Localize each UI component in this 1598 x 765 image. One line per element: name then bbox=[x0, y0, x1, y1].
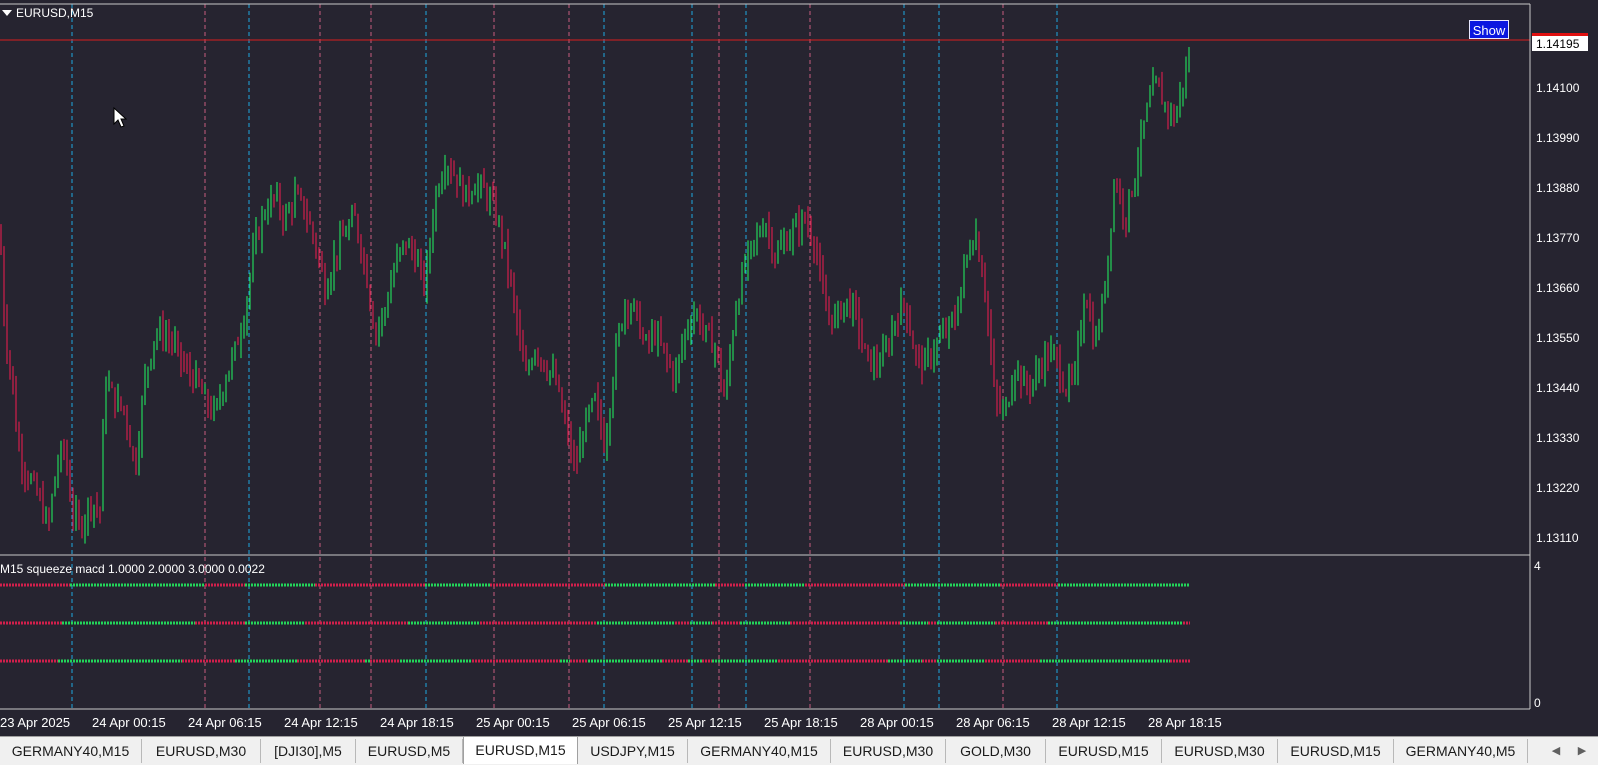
time-tick: 28 Apr 18:15 bbox=[1148, 715, 1222, 730]
tab-eurusd-m15[interactable]: EURUSD,M15 bbox=[1046, 739, 1162, 763]
time-tick: 24 Apr 12:15 bbox=[284, 715, 358, 730]
time-tick: 24 Apr 00:15 bbox=[92, 715, 166, 730]
tab-eurusd-m5[interactable]: EURUSD,M5 bbox=[356, 739, 463, 763]
tab-dji30-m5[interactable]: [DJI30],M5 bbox=[261, 739, 356, 763]
tab-gold-m30[interactable]: GOLD,M30 bbox=[946, 739, 1046, 763]
period-separators bbox=[71, 4, 1058, 709]
tab-eurusd-m30[interactable]: EURUSD,M30 bbox=[142, 739, 261, 763]
tab-germany40-m15[interactable]: GERMANY40,M15 bbox=[0, 739, 142, 763]
tab-germany40-m15[interactable]: GERMANY40,M15 bbox=[688, 739, 831, 763]
time-tick: 23 Apr 2025 bbox=[0, 715, 70, 730]
show-button[interactable]: Show bbox=[1469, 20, 1509, 39]
current-price-label: 1.14195 bbox=[1536, 37, 1580, 51]
tab-scroll-left-icon[interactable]: ◀ bbox=[1551, 745, 1561, 757]
squeeze-macd-series bbox=[0, 583, 1190, 663]
price-tick: 1.13660 bbox=[1536, 281, 1580, 295]
time-tick: 25 Apr 12:15 bbox=[668, 715, 742, 730]
price-tick: 1.13880 bbox=[1536, 181, 1580, 195]
price-tick: 1.13110 bbox=[1536, 531, 1579, 545]
tab-eurusd-m15-active[interactable]: EURUSD,M15 bbox=[463, 736, 578, 764]
tab-eurusd-m30[interactable]: EURUSD,M30 bbox=[1162, 739, 1278, 763]
tab-eurusd-m15[interactable]: EURUSD,M15 bbox=[1278, 739, 1394, 763]
indicator-scale-top: 4 bbox=[1534, 559, 1541, 573]
indicator-title: M15 squeeze macd 1.0000 2.0000 3.0000 0.… bbox=[0, 562, 265, 576]
chart-tab-bar: GERMANY40,M15 EURUSD,M30 [DJI30],M5 EURU… bbox=[0, 736, 1598, 765]
price-tick: 1.13440 bbox=[1536, 381, 1580, 395]
time-tick: 25 Apr 00:15 bbox=[476, 715, 550, 730]
price-tick: 1.13990 bbox=[1536, 131, 1580, 145]
time-tick: 24 Apr 18:15 bbox=[380, 715, 454, 730]
mouse-pointer-icon bbox=[113, 107, 127, 128]
collapse-triangle-icon[interactable] bbox=[2, 9, 12, 16]
chart-symbol-title[interactable]: EURUSD,M15 bbox=[2, 6, 93, 20]
time-axis[interactable]: 23 Apr 2025 24 Apr 00:15 24 Apr 06:15 24… bbox=[0, 715, 1222, 730]
price-tick: 1.14100 bbox=[1536, 81, 1580, 95]
tab-eurusd-m30[interactable]: EURUSD,M30 bbox=[831, 739, 946, 763]
price-tick: 1.13330 bbox=[1536, 431, 1580, 445]
tab-germany40-m5[interactable]: GERMANY40,M5 bbox=[1394, 739, 1528, 763]
symbol-label: EURUSD,M15 bbox=[16, 6, 94, 20]
time-tick: 28 Apr 12:15 bbox=[1052, 715, 1126, 730]
price-axis[interactable]: 1.14195 1.14100 1.13990 1.13880 1.13770 … bbox=[1532, 33, 1588, 710]
candlestick-series bbox=[0, 47, 1190, 544]
indicator-scale-bottom: 0 bbox=[1534, 696, 1541, 710]
current-price-box bbox=[1532, 36, 1588, 51]
time-tick: 28 Apr 06:15 bbox=[956, 715, 1030, 730]
time-tick: 24 Apr 06:15 bbox=[188, 715, 262, 730]
time-tick: 28 Apr 00:15 bbox=[860, 715, 934, 730]
time-tick: 25 Apr 06:15 bbox=[572, 715, 646, 730]
tab-usdjpy-m15[interactable]: USDJPY,M15 bbox=[578, 739, 688, 763]
main-chart-area[interactable] bbox=[0, 4, 1530, 555]
time-tick: 25 Apr 18:15 bbox=[764, 715, 838, 730]
price-tick: 1.13770 bbox=[1536, 231, 1580, 245]
price-tick: 1.13220 bbox=[1536, 481, 1580, 495]
tab-scroll-right-icon[interactable]: ▶ bbox=[1577, 745, 1587, 757]
current-price-marker bbox=[1532, 33, 1588, 36]
price-tick: 1.13550 bbox=[1536, 331, 1580, 345]
